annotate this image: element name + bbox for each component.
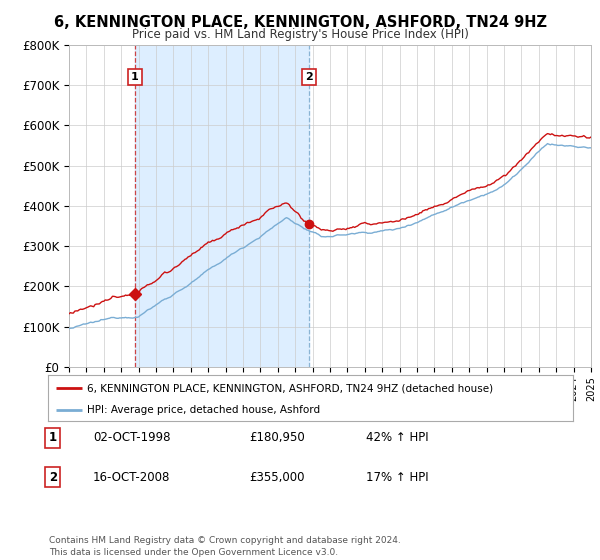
Text: HPI: Average price, detached house, Ashford: HPI: Average price, detached house, Ashf… — [88, 405, 320, 414]
Text: £355,000: £355,000 — [249, 470, 305, 484]
Text: 2: 2 — [305, 72, 313, 82]
Text: 42% ↑ HPI: 42% ↑ HPI — [366, 431, 428, 445]
Text: 2: 2 — [49, 470, 57, 484]
Text: 1: 1 — [49, 431, 57, 445]
Text: £180,950: £180,950 — [249, 431, 305, 445]
Text: 16-OCT-2008: 16-OCT-2008 — [93, 470, 170, 484]
Text: Contains HM Land Registry data © Crown copyright and database right 2024.
This d: Contains HM Land Registry data © Crown c… — [49, 536, 401, 557]
Text: 6, KENNINGTON PLACE, KENNINGTON, ASHFORD, TN24 9HZ (detached house): 6, KENNINGTON PLACE, KENNINGTON, ASHFORD… — [88, 383, 493, 393]
Text: Price paid vs. HM Land Registry's House Price Index (HPI): Price paid vs. HM Land Registry's House … — [131, 28, 469, 41]
Text: 17% ↑ HPI: 17% ↑ HPI — [366, 470, 428, 484]
Text: 6, KENNINGTON PLACE, KENNINGTON, ASHFORD, TN24 9HZ: 6, KENNINGTON PLACE, KENNINGTON, ASHFORD… — [53, 15, 547, 30]
Bar — [135, 45, 309, 367]
Text: 02-OCT-1998: 02-OCT-1998 — [93, 431, 170, 445]
Text: 1: 1 — [131, 72, 139, 82]
